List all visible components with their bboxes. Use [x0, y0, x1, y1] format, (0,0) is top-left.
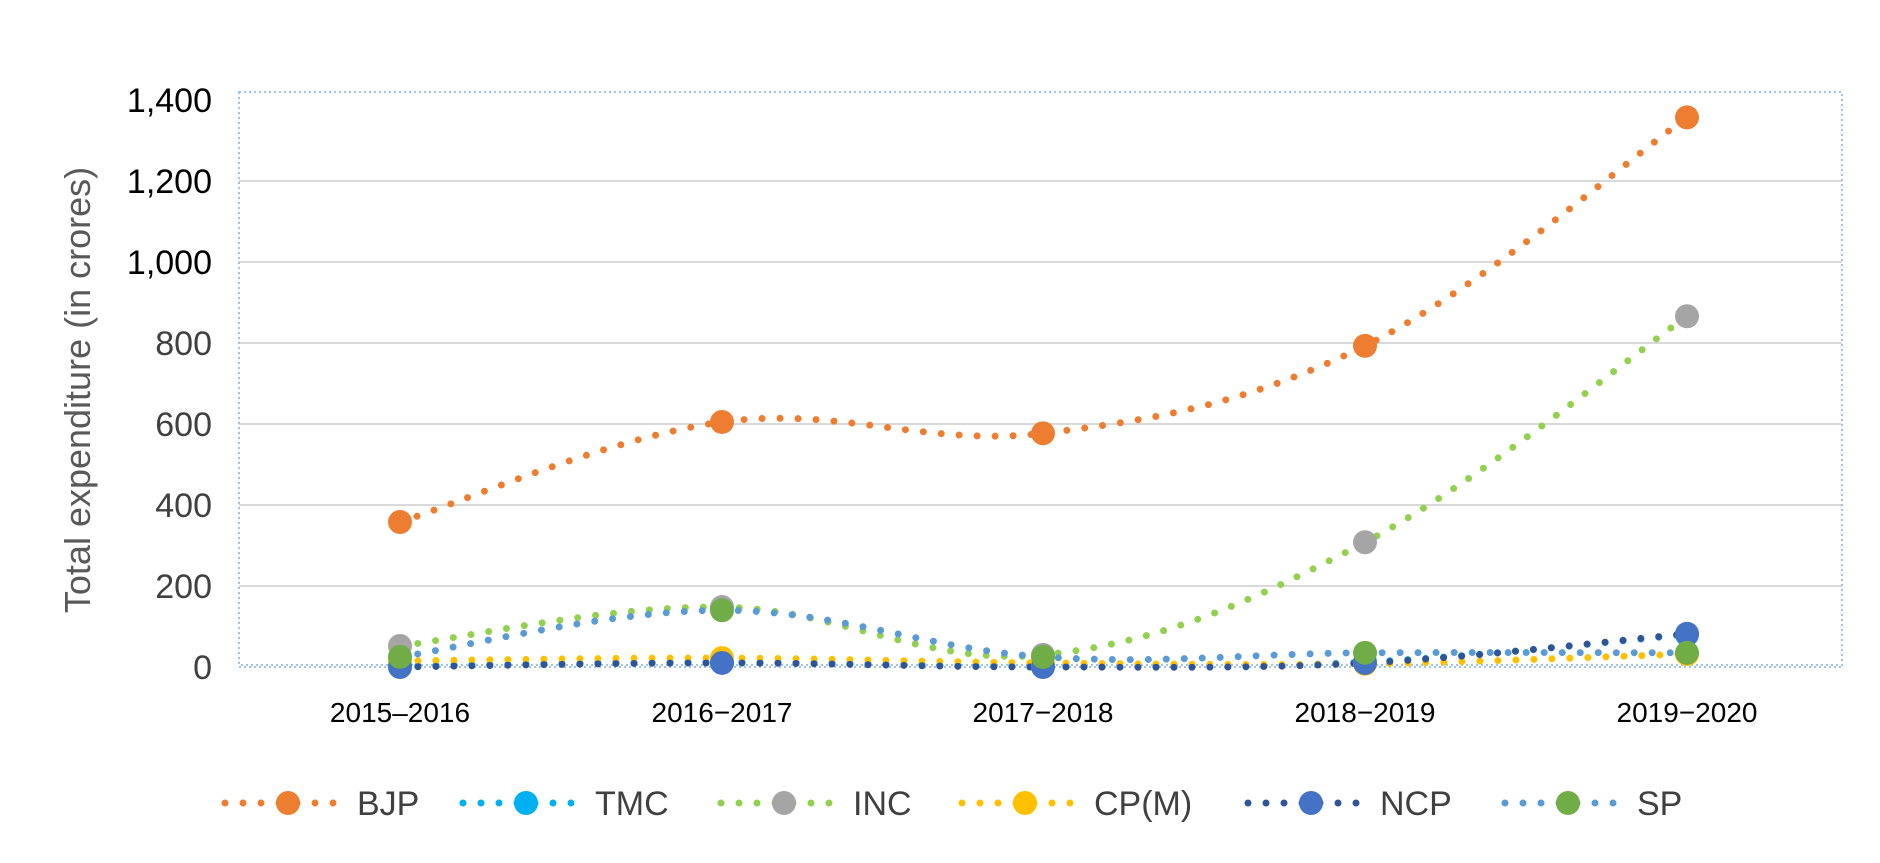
- legend-item-tmc: TMC: [459, 785, 669, 823]
- point-inc-3: [1353, 530, 1377, 555]
- legend-marker: [772, 791, 796, 815]
- y-axis-label: Total expenditure (in crores): [57, 167, 98, 613]
- point-sp-3: [1353, 640, 1377, 665]
- point-bjp-0: [388, 510, 412, 535]
- series-line-ncp: [396, 630, 1691, 671]
- point-sp-2: [1031, 644, 1055, 669]
- point-sp-0: [388, 644, 412, 669]
- legend-item-bjp: BJP: [221, 785, 419, 823]
- legend-label: SP: [1637, 785, 1682, 823]
- series-line-inc: [396, 312, 1691, 660]
- legend-label: CP(M): [1094, 785, 1192, 823]
- x-tick-label: 2017−2018: [973, 697, 1114, 728]
- legend-marker: [1299, 791, 1323, 815]
- legend-label: NCP: [1380, 785, 1452, 823]
- x-tick-label: 2018−2019: [1295, 697, 1436, 728]
- legend-marker: [514, 791, 538, 815]
- y-tick-label: 800: [155, 325, 212, 363]
- point-bjp-3: [1353, 333, 1377, 358]
- legend-item-ncp: NCP: [1244, 785, 1452, 823]
- legend-item-cpm: CP(M): [958, 785, 1192, 823]
- legend-label: TMC: [595, 785, 669, 823]
- y-axis-ticks: 0 200 400 600 800 1,000 1,200 1,400: [127, 82, 212, 687]
- x-tick-label: 2019−2020: [1617, 697, 1758, 728]
- series-lines: [388, 105, 1699, 679]
- y-tick-label: 0: [193, 649, 212, 687]
- legend-marker: [1013, 791, 1037, 815]
- legend-marker: [276, 791, 300, 815]
- series-line-cpm: [396, 650, 1691, 668]
- x-tick-label: 2015–2016: [330, 697, 470, 728]
- legend-item-sp: SP: [1501, 785, 1682, 823]
- point-bjp-4: [1675, 105, 1699, 130]
- plot-area-border: [238, 91, 1843, 666]
- point-ncp-4: [1675, 621, 1699, 646]
- legend-marker: [1556, 791, 1580, 815]
- point-sp-1: [710, 598, 734, 623]
- x-tick-label: 2016−2017: [652, 697, 793, 728]
- y-tick-label: 1,200: [127, 163, 212, 201]
- y-tick-label: 1,400: [127, 82, 212, 120]
- y-tick-label: 400: [155, 487, 212, 525]
- y-tick-label: 1,000: [127, 244, 212, 282]
- legend-label: BJP: [357, 785, 419, 823]
- point-bjp-2: [1031, 421, 1055, 446]
- point-bjp-1: [710, 409, 734, 434]
- x-axis-ticks: 2015–2016 2016−2017 2017−2018 2018−2019 2019…: [330, 697, 1758, 728]
- point-ncp-1: [710, 650, 734, 675]
- legend: BJP TMC INC CP(M) NCP SP: [221, 785, 1682, 823]
- legend-label: INC: [853, 785, 912, 823]
- point-inc-4: [1675, 304, 1699, 329]
- legend-item-inc: INC: [717, 785, 912, 823]
- y-tick-label: 600: [155, 406, 212, 444]
- y-tick-label: 200: [155, 568, 212, 606]
- point-sp-4: [1675, 640, 1699, 665]
- series-line-bjp: [396, 113, 1691, 526]
